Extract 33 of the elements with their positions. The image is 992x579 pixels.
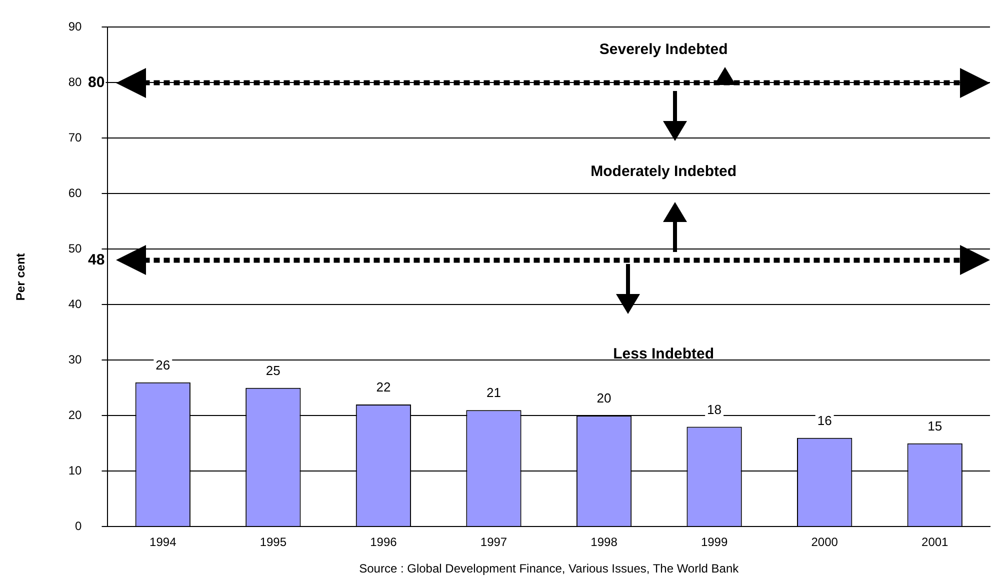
y-tick-label: 30 [68, 352, 82, 366]
data-label: 25 [266, 362, 280, 378]
y-tick-label: 60 [68, 186, 82, 200]
data-label: 15 [928, 418, 942, 434]
y-tick-label: 40 [68, 296, 82, 311]
ref-line-label: 80 [88, 74, 105, 91]
annotation: Severely Indebted [599, 40, 728, 58]
y-tick-label: 80 [68, 75, 82, 89]
data-label: 18 [707, 402, 722, 417]
x-tick-label: 2000 [811, 535, 838, 550]
y-tick-label: 90 [68, 20, 82, 34]
ref-line-label: 48 [88, 251, 105, 268]
y-tick-label: 50 [68, 241, 82, 256]
data-label: 20 [596, 390, 612, 406]
y-tick-label: 10 [68, 463, 82, 478]
x-tick-label: 1998 [590, 535, 618, 550]
source-note: Source : Global Development Finance, Various Issues, The World Bank [359, 561, 740, 576]
y-tick-label: 0 [75, 518, 82, 533]
x-tick-label: 1996 [370, 535, 398, 550]
data-label: 21 [486, 385, 501, 400]
data-label: 22 [376, 380, 391, 395]
x-tick-label: 1994 [150, 535, 177, 550]
y-axis-title: Per cent [14, 253, 28, 301]
x-tick-label: 2001 [922, 535, 949, 550]
x-tick-label: 1995 [260, 535, 287, 550]
data-label: 16 [817, 412, 832, 428]
y-tick-label: 20 [68, 408, 82, 422]
x-tick-label: 1997 [480, 535, 508, 550]
annotation: Less Indebted [613, 345, 714, 362]
annotation: Moderately Indebted [590, 163, 736, 180]
data-label: 26 [156, 357, 170, 372]
y-tick-label: 70 [68, 130, 82, 144]
x-tick-label: 1999 [700, 535, 728, 550]
